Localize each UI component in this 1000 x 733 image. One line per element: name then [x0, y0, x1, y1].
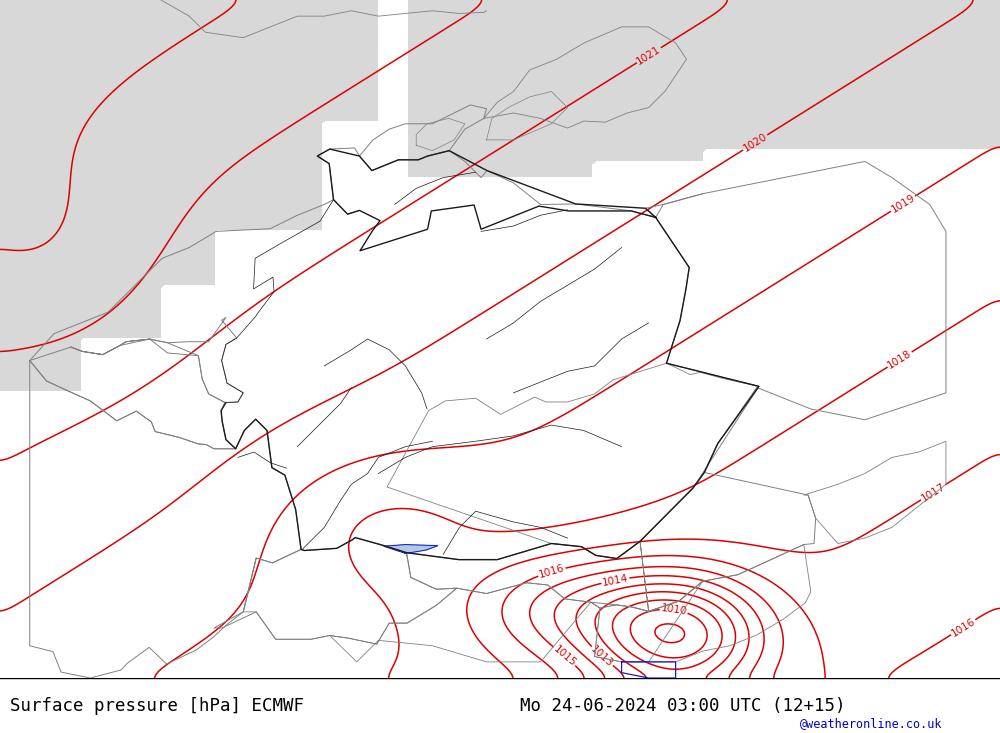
Text: Surface pressure [hPa] ECMWF: Surface pressure [hPa] ECMWF: [10, 696, 304, 715]
Text: 1018: 1018: [886, 348, 913, 371]
Text: 1017: 1017: [919, 481, 947, 504]
Text: 1016: 1016: [949, 616, 977, 638]
Text: @weatheronline.co.uk: @weatheronline.co.uk: [800, 717, 942, 729]
Text: 1015: 1015: [551, 644, 578, 668]
Text: 1016: 1016: [538, 563, 566, 581]
Text: 1019: 1019: [889, 193, 917, 215]
Text: 1020: 1020: [741, 131, 769, 154]
Text: 1010: 1010: [660, 603, 688, 616]
Text: 1014: 1014: [601, 573, 629, 588]
Polygon shape: [384, 545, 438, 553]
Text: 1013: 1013: [589, 644, 615, 669]
Text: 1021: 1021: [635, 44, 663, 67]
Text: Mo 24-06-2024 03:00 UTC (12+15): Mo 24-06-2024 03:00 UTC (12+15): [520, 696, 846, 715]
